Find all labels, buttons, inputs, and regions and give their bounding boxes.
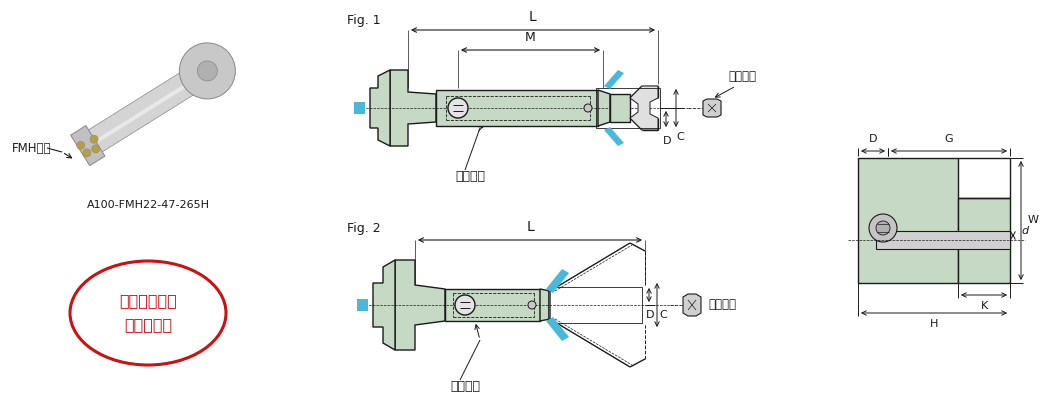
Bar [858, 158, 958, 283]
Text: W: W [1028, 215, 1039, 225]
Text: 增加长度不同: 增加长度不同 [119, 293, 177, 309]
Bar [436, 90, 598, 126]
Polygon shape [390, 70, 436, 146]
Polygon shape [88, 70, 208, 147]
Polygon shape [540, 289, 550, 321]
Text: G: G [945, 134, 953, 144]
Text: K: K [980, 301, 988, 311]
Text: D: D [662, 136, 671, 146]
Circle shape [448, 98, 468, 118]
Text: M: M [525, 31, 536, 44]
Polygon shape [547, 317, 569, 341]
Bar [354, 102, 365, 114]
Text: 硬质合金: 硬质合金 [455, 170, 485, 183]
Text: d: d [1021, 226, 1028, 236]
Text: C: C [676, 132, 683, 142]
Text: L: L [526, 220, 534, 234]
Polygon shape [71, 126, 105, 166]
Text: H: H [930, 319, 938, 329]
Polygon shape [630, 86, 658, 130]
Bar [596, 88, 660, 128]
Text: Fig. 2: Fig. 2 [347, 222, 380, 235]
Polygon shape [598, 90, 610, 126]
Circle shape [179, 43, 236, 99]
Circle shape [83, 149, 91, 157]
Polygon shape [373, 260, 395, 350]
Polygon shape [370, 70, 390, 146]
Text: A100-FMH22-47-265H: A100-FMH22-47-265H [86, 200, 210, 210]
Polygon shape [82, 60, 214, 156]
Circle shape [91, 135, 98, 143]
Text: FMH规格: FMH规格 [12, 141, 52, 154]
Circle shape [455, 295, 475, 315]
Circle shape [584, 104, 592, 112]
Bar [548, 287, 642, 323]
Circle shape [869, 214, 897, 242]
Polygon shape [395, 260, 445, 350]
Bar [445, 289, 540, 321]
Polygon shape [703, 99, 721, 117]
Polygon shape [604, 70, 624, 89]
Text: 硬质合金: 硬质合金 [450, 380, 480, 393]
Text: Fig. 1: Fig. 1 [347, 14, 380, 27]
Circle shape [876, 221, 890, 235]
Circle shape [77, 141, 84, 150]
Polygon shape [547, 269, 569, 293]
Text: C: C [659, 310, 667, 320]
Bar [876, 231, 1010, 249]
Text: D: D [869, 134, 877, 144]
Bar [958, 198, 1010, 283]
Text: L: L [529, 10, 537, 24]
Text: 夹持螺栓: 夹持螺栓 [728, 70, 756, 83]
Bar [357, 299, 367, 311]
Circle shape [92, 145, 100, 153]
Circle shape [197, 61, 217, 81]
Polygon shape [683, 294, 701, 316]
Text: 的刀柄系列: 的刀柄系列 [124, 318, 172, 332]
Text: D: D [645, 310, 654, 320]
Bar [610, 94, 630, 122]
Circle shape [528, 301, 536, 309]
Polygon shape [604, 127, 624, 146]
Text: 夹持螺栓: 夹持螺栓 [708, 299, 736, 312]
